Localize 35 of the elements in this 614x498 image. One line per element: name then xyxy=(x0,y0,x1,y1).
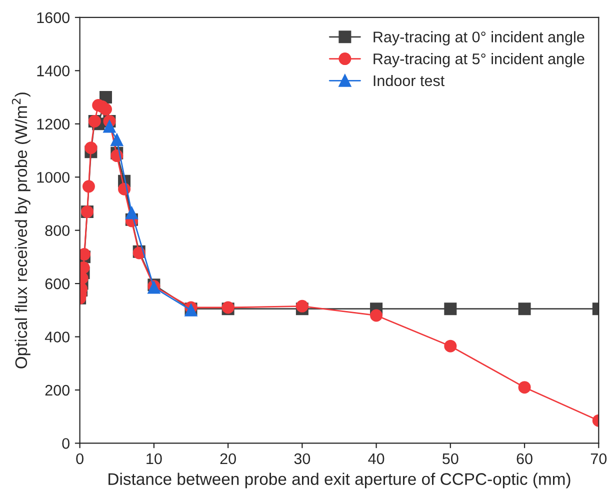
point xyxy=(370,309,383,322)
point xyxy=(518,302,531,316)
legend-label: Ray-tracing at 0° incident angle xyxy=(374,31,584,46)
y-tick-label: 1200 xyxy=(37,118,70,130)
y-axis-title: Optical flux received by probe (W/m$^{2}$) xyxy=(12,92,30,368)
x-tick-label: 20 xyxy=(220,453,236,464)
x-tick-label: 0 xyxy=(76,453,84,464)
point xyxy=(84,142,98,154)
y-tick-label: 800 xyxy=(45,225,70,236)
y-tick-label: 0 xyxy=(62,438,70,449)
point xyxy=(444,340,457,352)
x-tick-label: 60 xyxy=(516,453,532,464)
x-tick-label: 70 xyxy=(590,453,607,464)
x-tick-label: 50 xyxy=(442,453,458,464)
y-tick-label: 1600 xyxy=(37,12,70,24)
y-tick-label: 1400 xyxy=(37,66,70,76)
x-tick-label: 40 xyxy=(368,453,384,464)
point xyxy=(110,134,124,146)
y-tick-label: 600 xyxy=(45,278,70,290)
x-axis-title: Distance between probe and exit aperture of CCPC-optic (mm) xyxy=(108,472,570,488)
point xyxy=(444,302,457,316)
point xyxy=(80,248,91,261)
point xyxy=(82,180,95,193)
point xyxy=(518,381,531,394)
y-tick-label: 1000 xyxy=(37,172,70,183)
legend-label: Ray-tracing at 5° incident angle xyxy=(374,53,584,68)
y-tick-label: 200 xyxy=(45,384,70,396)
y-tick-label: 400 xyxy=(44,332,70,342)
point xyxy=(103,120,116,133)
x-tick-label: 10 xyxy=(146,453,162,464)
point xyxy=(296,300,308,312)
point xyxy=(125,206,138,220)
x-tick-label: 30 xyxy=(294,453,310,464)
legend-label: Indoor test xyxy=(374,74,445,86)
point xyxy=(100,102,112,116)
